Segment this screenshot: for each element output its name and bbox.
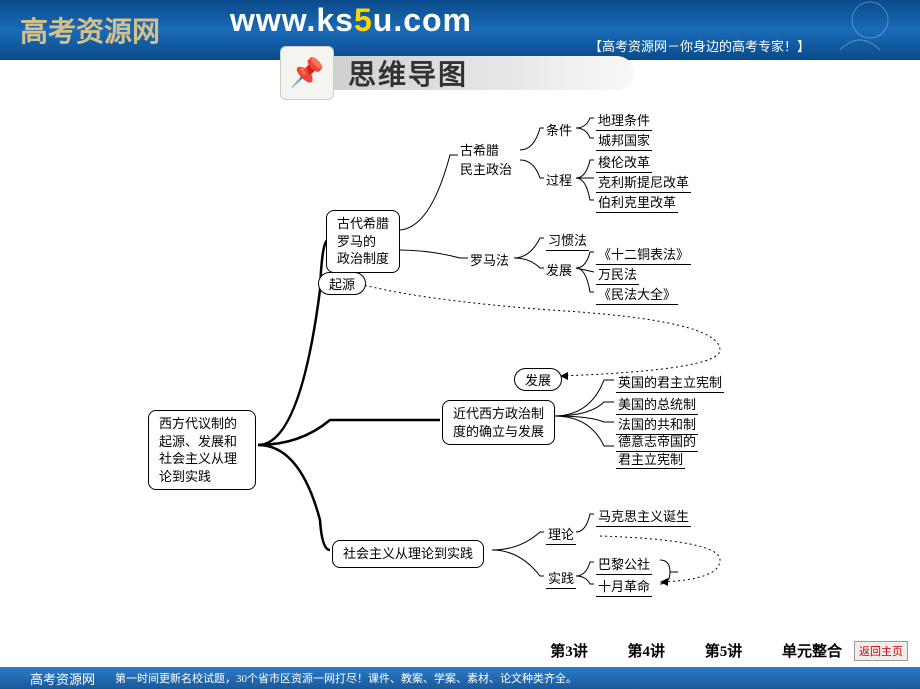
theory-1: 马克思主义诞生 [596,506,691,527]
lecture-nav: 第3讲 第4讲 第5讲 单元整合 [532,640,860,661]
rome-dev-label: 发展 [546,260,572,279]
practice-2: 十月革命 [596,576,652,597]
greece-l1: 古希腊 [460,140,512,159]
nav-lecture-5[interactable]: 第5讲 [705,644,743,660]
nav-lecture-3[interactable]: 第3讲 [550,644,588,660]
ancient-l1: 古代希腊 [337,215,389,233]
rome-3: 《民法大全》 [596,284,678,305]
origin-pill: 起源 [318,272,366,295]
root-l4: 论到实践 [159,468,245,486]
modern-4: 德意志帝国的君主立宪制 [616,434,698,469]
ancient-box: 古代希腊 罗马的 政治制度 [326,210,400,273]
greece-label: 古希腊 民主政治 [460,140,512,178]
url-pre: www.ks [230,2,354,38]
proc-2: 克利斯提尼改革 [596,172,691,193]
nav-unit-summary[interactable]: 单元整合 [782,644,842,660]
cond-2: 城邦国家 [596,130,652,151]
socialism-box: 社会主义从理论到实践 [332,540,484,568]
ancient-l3: 政治制度 [337,250,389,268]
nav-lecture-4[interactable]: 第4讲 [627,644,665,660]
proc-1: 梭伦改革 [596,152,652,173]
url-post: u.com [373,2,472,38]
rome-1: 《十二铜表法》 [596,244,691,265]
root-node: 西方代议制的 起源、发展和 社会主义从理 论到实践 [148,410,256,490]
proc-3: 伯利克里改革 [596,192,678,213]
site-url: www.ks5u.com [230,2,472,39]
modern-1: 英国的君主立宪制 [616,372,724,393]
modern-l1: 近代西方政治制 [453,405,544,423]
root-l2: 起源、发展和 [159,433,245,451]
ancient-l2: 罗马的 [337,233,389,251]
practice-1: 巴黎公社 [596,554,652,575]
mindmap-canvas: 西方代议制的 起源、发展和 社会主义从理 论到实践 古代希腊 罗马的 政治制度 … [0,100,920,640]
rome-custom: 习惯法 [546,230,589,251]
modern-3: 法国的共和制 [616,414,698,435]
pin-icon: 📌 [280,46,334,100]
modern-box: 近代西方政治制 度的确立与发展 [442,400,555,445]
rome-2: 万民法 [596,264,639,285]
page-footer: 高考资源网 第一时间更新名校试题，30个省市区资源一网打尽！课件、教案、学案、素… [0,667,920,689]
back-home-button[interactable]: 返回主页 [854,641,908,661]
greece-l2: 民主政治 [460,159,512,178]
footer-text: 第一时间更新名校试题，30个省市区资源一网打尽！课件、教案、学案、素材、论文种类… [115,670,577,686]
conditions-label: 条件 [546,120,572,139]
page-title: 思维导图 [334,56,634,90]
theory-label: 理论 [546,524,576,545]
process-label: 过程 [546,170,572,189]
footer-logo: 高考资源网 [30,669,95,688]
develop-pill: 发展 [514,368,562,391]
practice-label: 实践 [546,568,576,589]
site-logo-cn: 高考资源网 [20,10,160,50]
url-accent: 5 [354,2,373,38]
root-l3: 社会主义从理 [159,450,245,468]
page-title-bar: 📌 思维导图 [280,50,640,96]
cond-1: 地理条件 [596,110,652,131]
modern-l2: 度的确立与发展 [453,423,544,441]
root-l1: 西方代议制的 [159,415,245,433]
rome-label: 罗马法 [470,250,509,269]
modern-2: 美国的总统制 [616,394,698,415]
